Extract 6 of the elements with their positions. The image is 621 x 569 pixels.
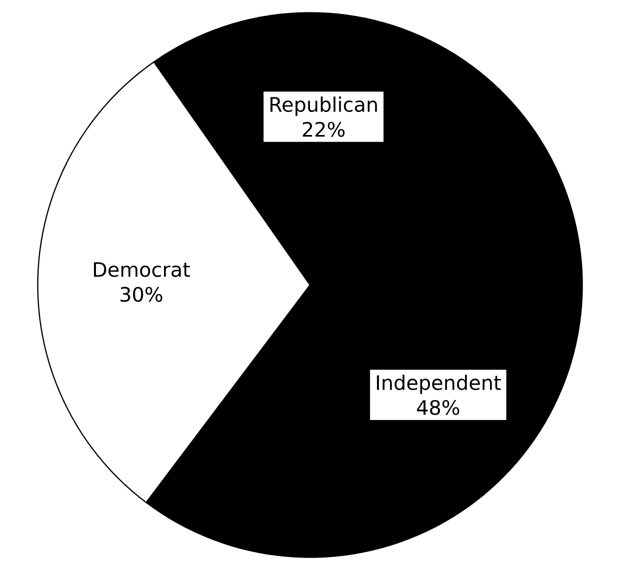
slice-label: Democrat: [94, 262, 190, 278]
data-label: 30%: [120, 286, 162, 302]
slice-label: Republican: [270, 96, 377, 116]
data-label: 22%: [302, 122, 345, 137]
data-label: 48%: [416, 400, 460, 416]
slice-label: Independent: [376, 374, 501, 394]
